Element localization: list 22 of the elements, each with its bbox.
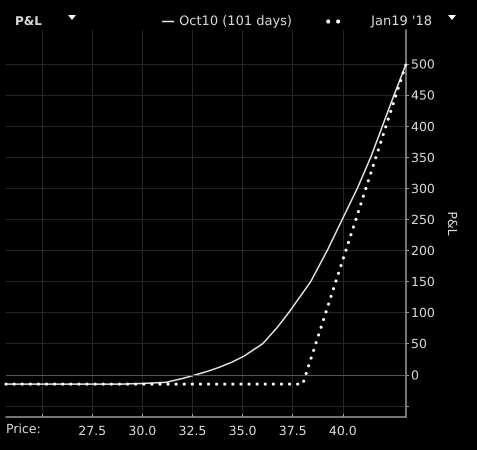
y-tick-label: 50: [411, 336, 427, 352]
x-tick-label: 35.0: [228, 423, 257, 438]
x-tick-label: 27.5: [78, 423, 106, 438]
y-tick-label: 500: [411, 56, 435, 72]
x-tick-label: 40.0: [328, 423, 357, 438]
y-tick-label: 400: [411, 118, 435, 134]
y-axis-title: P&L: [445, 211, 460, 236]
y-tick-label: 350: [411, 150, 435, 165]
y-tick-label: 150: [411, 274, 435, 290]
legend-label: Jan19 '18: [370, 14, 432, 29]
legend-label: Oct10 (101 days): [179, 14, 292, 29]
y-tick-label: 450: [411, 88, 435, 103]
y-tick-label: 250: [411, 212, 435, 227]
y-tick-label: 100: [411, 305, 435, 320]
x-axis-title: Price:: [6, 421, 41, 436]
x-tick-label: 32.5: [178, 423, 206, 438]
y-tick-label: 0: [411, 367, 419, 382]
x-tick-label: 30.0: [128, 423, 156, 438]
y-tick-label: 300: [411, 180, 435, 196]
chart-title: P&L: [15, 14, 42, 28]
x-tick-label: 37.5: [278, 423, 307, 438]
y-tick-label: 200: [411, 243, 435, 258]
